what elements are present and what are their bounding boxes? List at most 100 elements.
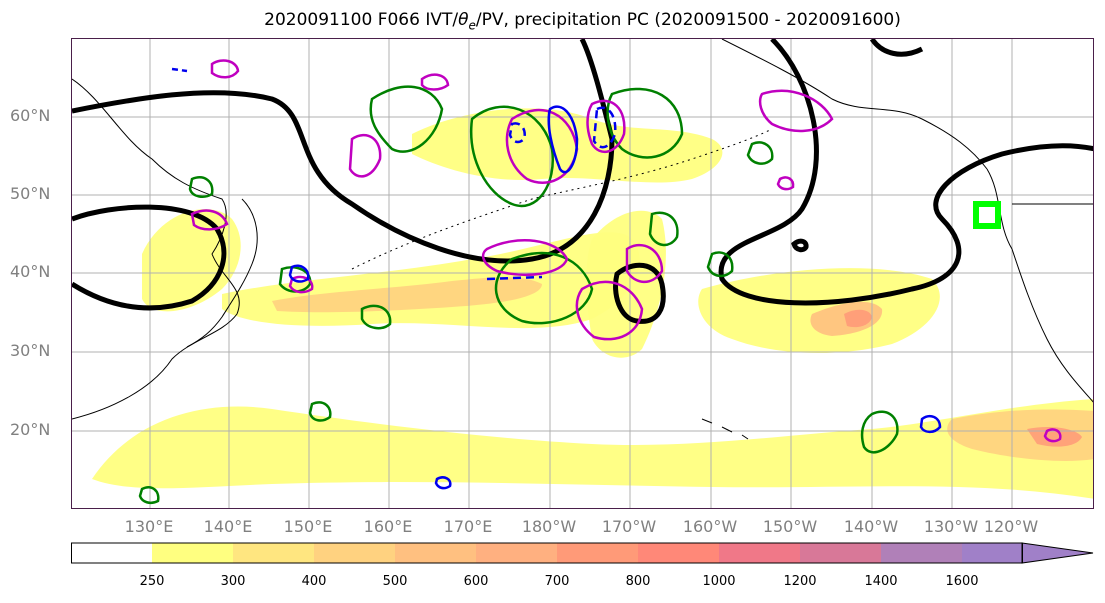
colorbar-tick-label: 600 bbox=[463, 574, 489, 589]
colorbar-segment bbox=[800, 543, 881, 563]
latitude-label: 40°N bbox=[10, 262, 51, 281]
pv-blue-6 bbox=[486, 275, 543, 281]
longitude-label: 160°E bbox=[363, 517, 413, 536]
ivt-peak-tropics bbox=[1027, 426, 1082, 447]
pv-blue-5 bbox=[919, 415, 942, 434]
latitude-label: 60°N bbox=[10, 106, 51, 125]
ivt-shading-layer bbox=[92, 108, 1093, 499]
pv-green-13 bbox=[138, 486, 160, 505]
pv-green-2 bbox=[469, 105, 555, 208]
coastline-japan bbox=[186, 198, 258, 348]
longitude-label: 140°W bbox=[843, 517, 899, 536]
ivt-core-tropics bbox=[947, 409, 1093, 461]
colorbar-segment bbox=[638, 543, 719, 563]
ivt-band-north-pacific bbox=[412, 108, 723, 183]
colorbar-segment bbox=[557, 543, 638, 563]
theta-e-contour-loop bbox=[613, 262, 666, 324]
colorbar-tick-label: 250 bbox=[139, 574, 165, 589]
plot-title: 2020091100 F066 IVT/θe/PV, precipitation… bbox=[0, 10, 1105, 32]
longitude-label: 170°W bbox=[601, 517, 657, 536]
pv-contours-green bbox=[138, 85, 899, 505]
pv-green-5 bbox=[278, 266, 312, 293]
pv-blue-4 bbox=[288, 264, 310, 283]
colorbar-segment bbox=[476, 543, 557, 563]
pv-green-9 bbox=[706, 251, 734, 278]
longitude-label: 130°W bbox=[923, 517, 979, 536]
pv-green-8 bbox=[860, 410, 899, 454]
colorbar-tick-label: 800 bbox=[625, 574, 651, 589]
longitude-label: 130°E bbox=[124, 517, 174, 536]
coastlines bbox=[72, 39, 1093, 440]
colorbar-segment bbox=[152, 543, 233, 563]
pv-magenta-10 bbox=[420, 73, 450, 91]
longitude-label: 120°W bbox=[983, 517, 1039, 536]
longitude-label: 180°W bbox=[521, 517, 577, 536]
ivt-band-east-pacific bbox=[698, 268, 940, 354]
colorbar-tick-label: 1400 bbox=[864, 574, 898, 589]
latitude-label: 20°N bbox=[10, 420, 51, 439]
pv-contours-magenta bbox=[190, 59, 1062, 443]
coastline-alaska bbox=[721, 39, 988, 170]
pv-green-4 bbox=[606, 87, 684, 159]
theta-e-contour-japan bbox=[72, 204, 227, 311]
title-prefix: 2020091100 F066 IVT/ bbox=[264, 10, 459, 30]
pv-blue-1 bbox=[547, 105, 579, 174]
pv-green-10 bbox=[746, 141, 774, 165]
title-theta-subscript: e bbox=[468, 18, 476, 33]
ivt-peak-east-pacific bbox=[844, 309, 872, 328]
longitude-label: 140°E bbox=[203, 517, 253, 536]
theta-e-contour-east bbox=[718, 39, 1093, 306]
colorbar-tick-label: 300 bbox=[220, 574, 246, 589]
colorbar-segment bbox=[719, 543, 800, 563]
pv-magenta-9 bbox=[210, 59, 240, 79]
colorbar-outline bbox=[71, 542, 1023, 564]
pv-magenta-6 bbox=[625, 243, 664, 284]
longitude-label: 150°W bbox=[762, 517, 818, 536]
pv-green-6 bbox=[360, 304, 392, 330]
pv-magenta-3 bbox=[586, 99, 626, 154]
pv-magenta-11 bbox=[288, 275, 314, 294]
pv-green-12 bbox=[308, 401, 332, 422]
pv-green-1 bbox=[369, 85, 444, 153]
longitude-label: 150°E bbox=[283, 517, 333, 536]
title-theta: θe bbox=[458, 10, 476, 33]
coastline-asia bbox=[72, 78, 240, 420]
title-suffix: /PV, precipitation PC (2020091500 - 2020… bbox=[475, 10, 901, 30]
latitude-label: 50°N bbox=[10, 184, 51, 203]
pv-magenta-8 bbox=[190, 209, 229, 231]
pv-contours-blue bbox=[171, 67, 942, 490]
latitude-label: 30°N bbox=[10, 341, 51, 360]
pv-magenta-12 bbox=[1043, 428, 1062, 443]
ivt-core-midlatitude bbox=[272, 277, 542, 313]
pv-blue-3 bbox=[508, 122, 526, 144]
colorbar-tick-label: 1200 bbox=[783, 574, 817, 589]
theta-e-contour-small bbox=[791, 238, 809, 253]
colorbar-tick-label: 400 bbox=[301, 574, 327, 589]
pv-magenta-2 bbox=[348, 133, 382, 178]
longitude-label: 160°W bbox=[682, 517, 738, 536]
hawaii-islands bbox=[701, 418, 749, 440]
colorbar-segment bbox=[233, 543, 314, 563]
colorbar-segment bbox=[71, 543, 152, 563]
pv-magenta-5 bbox=[575, 280, 644, 341]
map-canvas bbox=[72, 39, 1093, 508]
map-panel bbox=[71, 38, 1094, 509]
pv-magenta-13 bbox=[776, 176, 795, 191]
theta-e-contour-northeast bbox=[869, 39, 924, 57]
colorbar-tick-label: 500 bbox=[382, 574, 408, 589]
pv-green-3 bbox=[494, 251, 594, 325]
colorbar-segment bbox=[962, 543, 1022, 563]
colorbar-segment bbox=[881, 543, 962, 563]
colorbar bbox=[71, 542, 1094, 564]
pv-green-7 bbox=[648, 211, 679, 247]
colorbar-tick-label: 1000 bbox=[702, 574, 736, 589]
ivt-band-tropics bbox=[92, 399, 1093, 499]
pv-magenta-7 bbox=[758, 89, 834, 133]
highlight-box bbox=[973, 201, 1001, 229]
pv-green-11 bbox=[188, 176, 214, 198]
colorbar-segment bbox=[314, 543, 395, 563]
colorbar-tick-label: 1600 bbox=[945, 574, 979, 589]
pv-blue-8 bbox=[434, 476, 452, 490]
pv-blue-7 bbox=[171, 67, 188, 73]
ivt-band-japan bbox=[142, 209, 241, 312]
